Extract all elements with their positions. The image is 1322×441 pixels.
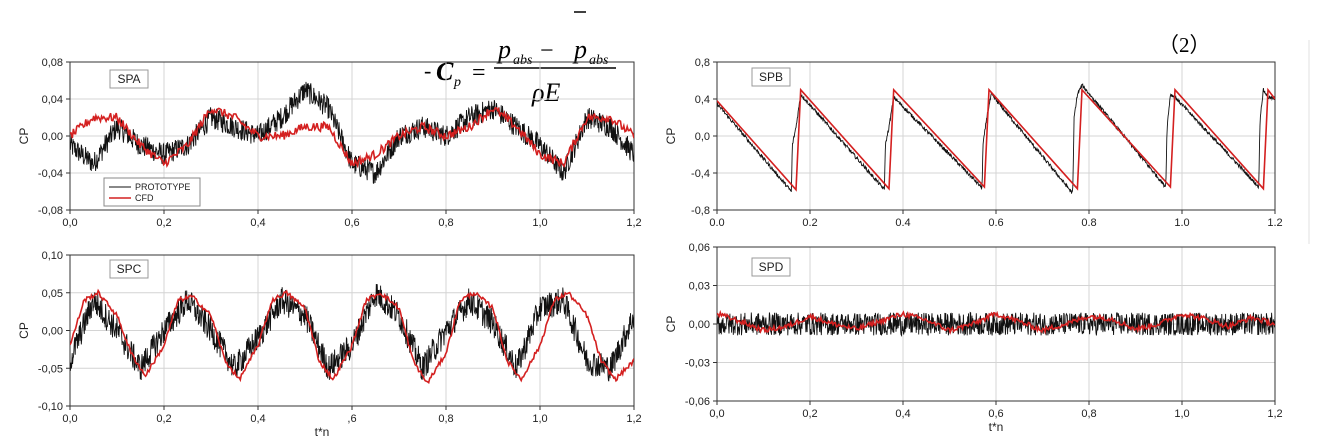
panel-label-box xyxy=(109,69,149,89)
legend-entry: PROTOTYPE xyxy=(135,182,190,192)
x-tick-label: 0,8 xyxy=(438,413,453,425)
x-tick-label: 0,4 xyxy=(250,413,265,425)
equation-lhs: C xyxy=(436,57,454,86)
x-tick-label: 0,6 xyxy=(988,408,1003,420)
x-tick-label: 0,0 xyxy=(709,408,724,420)
y-tick-label: 0,08 xyxy=(42,57,63,69)
y-tick-label: -0,8 xyxy=(691,205,710,217)
y-tick-label: -0,4 xyxy=(691,168,710,180)
panel-label: SPB xyxy=(759,70,783,84)
equation-denominator: ρE xyxy=(531,78,560,107)
equation-lhs-sub: p xyxy=(453,75,461,90)
x-tick-label: 0,4 xyxy=(895,408,910,420)
y-tick-label: -0,06 xyxy=(685,396,710,408)
y-tick-label: -0,08 xyxy=(38,205,63,217)
y-tick-label: -0,04 xyxy=(38,168,63,180)
equation-num-p1: p xyxy=(496,35,511,64)
panel-label: SPC xyxy=(117,262,142,276)
y-tick-label: 0,00 xyxy=(689,319,710,331)
x-tick-label: 0,8 xyxy=(1081,408,1096,420)
panel-label: SPD xyxy=(759,260,784,274)
series-line-cfd xyxy=(70,106,634,169)
x-tick-label: 1,2 xyxy=(626,217,641,229)
legend-entry: CFD xyxy=(135,193,154,203)
y-axis-label: CP xyxy=(664,316,678,333)
panel-label-box xyxy=(751,67,791,87)
x-tick-label: 1,0 xyxy=(1174,408,1189,420)
x-tick-label: 1.0 xyxy=(1174,217,1189,229)
x-tick-label: 0,8 xyxy=(438,217,453,229)
x-tick-label: 1,2 xyxy=(626,413,641,425)
y-tick-label: 0,10 xyxy=(42,250,63,262)
panel-label-box xyxy=(109,259,149,279)
equation-number: （2） xyxy=(1158,33,1211,57)
equation-equals: = xyxy=(472,60,486,86)
y-tick-label: 0,00 xyxy=(42,326,63,338)
panel-label: SPA xyxy=(117,72,140,86)
x-tick-label: 0.4 xyxy=(895,217,910,229)
y-tick-label: 0,04 xyxy=(42,94,63,106)
x-tick-label: ,6 xyxy=(347,413,356,425)
x-tick-label: 1,2 xyxy=(1267,408,1282,420)
y-tick-label: 0,05 xyxy=(42,288,63,300)
x-tick-label: 0,6 xyxy=(344,217,359,229)
series-line-cfd xyxy=(70,288,634,384)
equation: - C p = p abs − p abs ρE （2） xyxy=(424,11,1211,107)
series-line-prototype xyxy=(70,81,634,185)
x-tick-label: 0,2 xyxy=(802,408,817,420)
equation-num-sub1: abs xyxy=(513,53,533,68)
y-tick-label: -0,03 xyxy=(685,358,710,370)
y-tick-label: 0,06 xyxy=(689,242,710,254)
y-tick-label: -0,10 xyxy=(38,401,63,413)
x-tick-label: 0.8 xyxy=(1081,217,1096,229)
x-tick-label: 1,0 xyxy=(532,217,547,229)
y-tick-label: -0,05 xyxy=(38,363,63,375)
x-tick-label: 0,4 xyxy=(250,217,265,229)
legend-box xyxy=(103,177,201,207)
y-axis-label: CP xyxy=(17,322,31,339)
chart-panel-spb: 0.0 0.2 0.4 0.6 0.8 1.0 1.2 -0,8 -0,4 0,0 0,4 0,8 CP… xyxy=(664,57,1283,229)
x-tick-label: 1,0 xyxy=(532,413,547,425)
y-tick-label: 0,0 xyxy=(695,131,710,143)
chart-panel-spd: 0,0 0,2 0,4 0,6 0,8 1,0 1,2 -0,06 -0,03 0,00 0,03 0… xyxy=(664,242,1283,434)
equation-prefix: - xyxy=(424,58,431,83)
x-tick-label: 0,0 xyxy=(62,413,77,425)
x-tick-label: 0,0 xyxy=(62,217,77,229)
x-tick-label: 0.6 xyxy=(988,217,1003,229)
x-tick-label: 0.0 xyxy=(709,217,724,229)
series-line-prototype xyxy=(70,283,634,382)
y-axis-label: CP xyxy=(664,128,678,145)
series-line-prototype xyxy=(717,311,1275,338)
y-tick-label: 0,00 xyxy=(42,131,63,143)
y-tick-label: 0,8 xyxy=(695,57,710,69)
chart-panel-spc: 0,0 0,2 0,4 ,6 0,8 1,0 1,2 -0,10 -0,05 0,00 0,05 0,… xyxy=(17,250,642,439)
y-tick-label: 0,03 xyxy=(689,281,710,293)
x-tick-label: 1.2 xyxy=(1267,217,1282,229)
x-axis-label: t*n xyxy=(315,425,330,439)
equation-num-p2: p xyxy=(572,35,587,64)
series-line-cfd xyxy=(717,309,1275,335)
x-tick-label: 0,2 xyxy=(156,217,171,229)
x-tick-label: 0,2 xyxy=(156,413,171,425)
y-axis-label: CP xyxy=(17,128,31,145)
y-tick-label: 0,4 xyxy=(695,94,710,106)
chart-panel-spa: 0,0 0,2 0,4 0,6 0,8 1,0 1,2 -0,08 -0,04 0,00 0,04 0… xyxy=(17,57,642,229)
x-tick-label: 0.2 xyxy=(802,217,817,229)
series-line-cfd xyxy=(717,87,1275,192)
x-axis-label: t*n xyxy=(989,420,1004,434)
equation-num-minus: − xyxy=(540,38,554,64)
panel-label-box xyxy=(751,257,791,277)
equation-num-sub2: abs xyxy=(589,53,609,68)
